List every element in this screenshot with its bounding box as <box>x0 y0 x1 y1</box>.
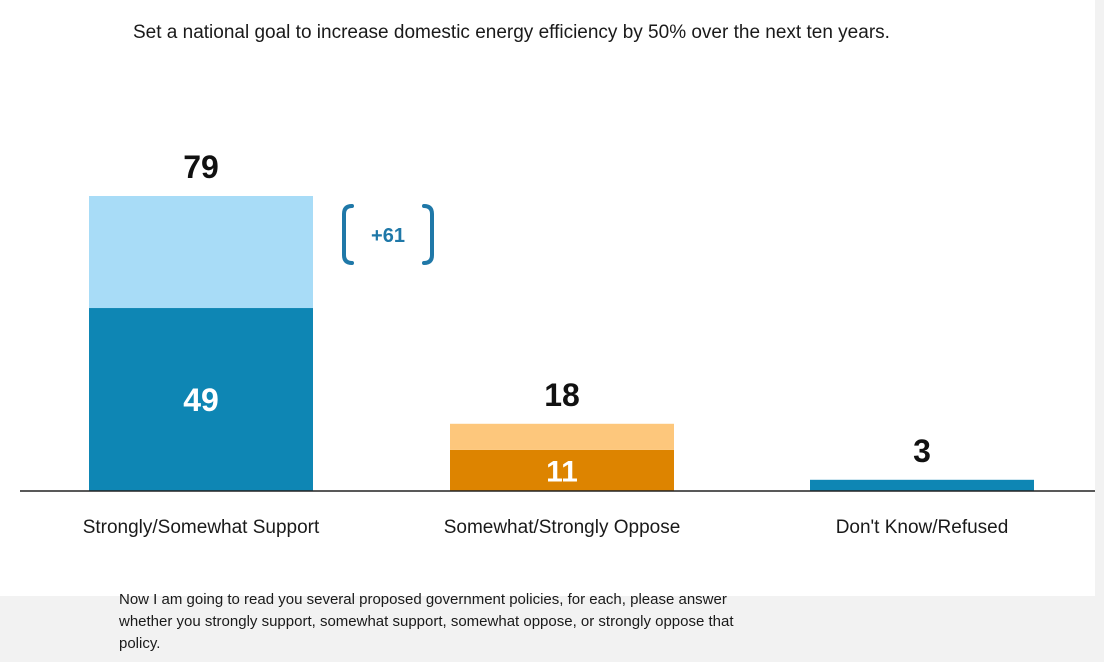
chart-title: Set a national goal to increase domestic… <box>133 22 890 43</box>
bar-total-label: 3 <box>913 433 931 469</box>
x-tick-label: Somewhat/Strongly Oppose <box>444 517 681 538</box>
x-tick-label: Strongly/Somewhat Support <box>83 517 320 538</box>
footnote: Now I am going to read you several propo… <box>119 591 734 652</box>
x-tick-label: Don't Know/Refused <box>836 517 1009 538</box>
bar-inner-label: 49 <box>183 382 219 418</box>
bar-segment-lower <box>810 479 1034 491</box>
chart: 49 79 Strongly/Somewhat Support 11 18 Somewha… <box>20 149 1095 538</box>
bar-segment-lower <box>89 308 313 491</box>
bar-segment-upper <box>89 196 313 309</box>
bar-inner-label: 11 <box>546 455 578 488</box>
bar-total-label: 18 <box>544 377 580 413</box>
bracket-right <box>422 204 434 265</box>
bar-segment-upper <box>450 423 674 450</box>
net-difference-annotation: +61 <box>371 225 405 247</box>
bar-segment-lower <box>450 449 674 491</box>
bar-total-label: 79 <box>183 149 219 185</box>
bracket-left <box>342 204 354 265</box>
